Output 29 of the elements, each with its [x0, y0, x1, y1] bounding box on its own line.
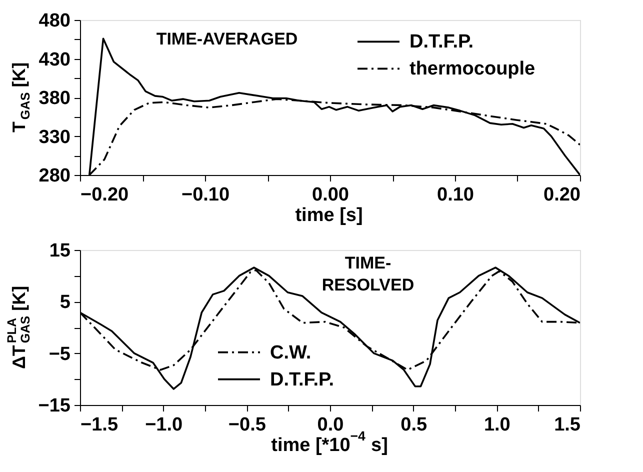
- x-tick-label: 0.00: [312, 184, 349, 206]
- annotation: TIME-AVERAGED: [156, 30, 298, 49]
- legend-label: D.T.F.P.: [410, 32, 474, 53]
- legend-label: thermocouple: [410, 58, 536, 80]
- y-tick-label: 380: [38, 88, 70, 109]
- x-tick-label: 0.10: [437, 184, 474, 206]
- y-tick-label: −5: [48, 344, 71, 365]
- y-tick-label: 280: [38, 166, 70, 186]
- x-tick-label: 1.5: [554, 414, 581, 436]
- x-tick-label: −0.5: [228, 414, 266, 436]
- x-tick-label: −0.20: [80, 184, 129, 206]
- y-tick-label: 330: [38, 126, 70, 148]
- y-tick-label: 15: [49, 240, 71, 262]
- x-tick-label: 1.0: [484, 414, 510, 436]
- y-tick-label: 480: [38, 10, 70, 32]
- legend-label: C.W.: [270, 342, 312, 364]
- y-axis-title: ΔTGASPLA [K]: [4, 286, 32, 370]
- y-tick-label: −15: [38, 396, 71, 416]
- y-tick-label: 430: [38, 49, 70, 70]
- x-tick-label: 0.5: [400, 414, 428, 436]
- legend-label: D.T.F.P.: [270, 369, 334, 390]
- x-tick-label: −1.5: [80, 414, 118, 436]
- x-tick-label: −0.10: [181, 184, 230, 206]
- annotation: TIME- RESOLVED: [322, 254, 414, 294]
- x-axis-title: time [s]: [295, 205, 363, 226]
- x-tick-label: 0.20: [544, 184, 580, 206]
- y-axis-title: TGAS [K]: [9, 62, 32, 133]
- y-tick-label: 5: [60, 292, 71, 314]
- x-tick-label: −1.0: [145, 414, 183, 436]
